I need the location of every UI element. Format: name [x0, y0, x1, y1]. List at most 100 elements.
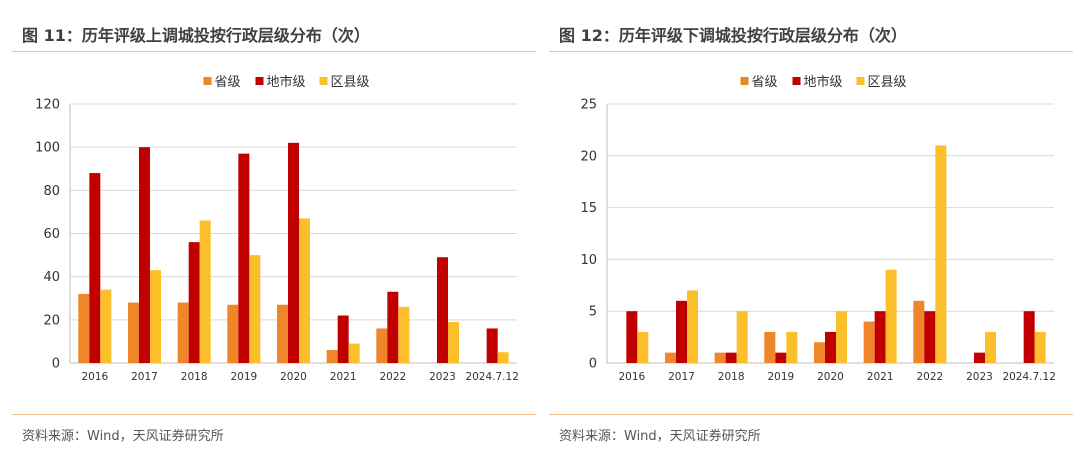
bar-district-2019 — [786, 331, 798, 363]
y-tick-label: 15 — [580, 201, 597, 216]
x-tick-label: 2024.7.12 — [1002, 371, 1055, 383]
y-tick-label: 20 — [43, 313, 60, 328]
legend-swatch — [203, 77, 212, 85]
x-tick-label: 2022 — [379, 371, 406, 383]
bar-city-2022 — [924, 311, 936, 363]
source-divider — [12, 414, 536, 415]
x-tick-label: 2017 — [668, 371, 695, 383]
bar-province-2017 — [665, 352, 676, 363]
title-divider — [549, 51, 1073, 52]
y-tick-label: 25 — [580, 98, 597, 113]
source-divider — [549, 414, 1073, 415]
x-tick-label: 2023 — [429, 371, 456, 383]
legend-label: 区县级 — [331, 75, 370, 90]
bar-district-2021 — [348, 343, 360, 363]
bar-district-2024.7.12 — [497, 352, 509, 363]
bar-province-2017 — [128, 302, 139, 363]
bar-district-2018 — [199, 220, 211, 363]
bar-district-2016 — [637, 331, 649, 363]
x-tick-label: 2016 — [81, 371, 108, 383]
bar-city-2017 — [676, 300, 687, 363]
y-tick-label: 0 — [52, 357, 60, 372]
bar-city-2016 — [89, 173, 101, 363]
bar-province-2019 — [227, 304, 239, 363]
bar-city-2022 — [387, 291, 399, 363]
y-tick-label: 60 — [43, 227, 60, 242]
bar-province-2018 — [714, 352, 726, 363]
bar-city-2019 — [775, 352, 787, 363]
bar-province-2021 — [863, 321, 875, 363]
bar-city-2017 — [139, 147, 150, 363]
legend-label: 区县级 — [868, 75, 907, 90]
bar-district-2020 — [836, 311, 847, 363]
downgrade-bar-chart: 0 5 10 15 20 25 2016 2017 2018 2019 2020 2021 2022 20… — [580, 74, 1055, 383]
bar-city-2021 — [337, 315, 349, 363]
figure-12-panel: 图 12：历年评级下调城投按行政层级分布（次） 0 5 10 15 20 25 2016 20… — [549, 0, 1073, 465]
legend-label: 地市级 — [267, 74, 306, 90]
bar-city-2018 — [725, 352, 737, 363]
y-tick-label: 0 — [589, 357, 597, 372]
legend-swatch — [255, 77, 264, 85]
bar-city-2020 — [288, 142, 299, 363]
bar-city-2023 — [974, 352, 985, 363]
figure-title: 图 12：历年评级下调城投按行政层级分布（次） — [559, 26, 907, 45]
bar-province-2016 — [78, 293, 90, 363]
bar-city-2019 — [238, 153, 250, 363]
bar-city-2024.7.12 — [1023, 311, 1035, 363]
legend-label: 省级 — [752, 75, 778, 90]
x-tick-label: 2021 — [867, 371, 894, 383]
bar-province-2018 — [177, 302, 189, 363]
legend-swatch — [792, 77, 801, 85]
bar-city-2023 — [437, 257, 448, 363]
legend-swatch — [856, 77, 865, 85]
figure-title: 图 11：历年评级上调城投按行政层级分布（次） — [22, 26, 370, 45]
y-tick-label: 120 — [35, 98, 60, 113]
bar-city-2018 — [188, 242, 200, 363]
bar-district-2022 — [398, 306, 410, 363]
x-tick-label: 2018 — [181, 371, 208, 383]
x-tick-label: 2020 — [280, 371, 307, 383]
source-note: 资料来源：Wind，天风证券研究所 — [559, 429, 761, 444]
bar-district-2022 — [935, 145, 947, 363]
x-tick-label: 2018 — [718, 371, 745, 383]
y-tick-label: 10 — [580, 253, 597, 268]
bar-city-2021 — [874, 311, 886, 363]
bar-province-2022 — [376, 328, 388, 363]
x-tick-label: 2021 — [330, 371, 357, 383]
y-tick-label: 20 — [580, 149, 597, 164]
y-tick-label: 40 — [43, 270, 60, 285]
bar-district-2023 — [985, 331, 996, 363]
source-note: 资料来源：Wind，天风证券研究所 — [22, 429, 224, 444]
legend-swatch — [740, 77, 749, 85]
bar-province-2020 — [277, 304, 288, 363]
x-tick-label: 2016 — [618, 371, 645, 383]
legend-swatch — [319, 77, 328, 85]
bar-district-2017 — [687, 290, 698, 363]
x-tick-label: 2019 — [230, 371, 257, 383]
x-tick-label: 2024.7.12 — [465, 371, 518, 383]
x-tick-label: 2019 — [767, 371, 794, 383]
x-tick-label: 2020 — [817, 371, 844, 383]
bar-district-2024.7.12 — [1034, 331, 1046, 363]
title-divider — [12, 51, 536, 52]
bar-province-2020 — [814, 342, 825, 363]
bar-province-2021 — [326, 350, 338, 363]
x-tick-label: 2022 — [916, 371, 943, 383]
figure-11-panel: 图 11：历年评级上调城投按行政层级分布（次） 0 20 40 60 80 100 120 2… — [12, 0, 536, 465]
bar-district-2020 — [299, 218, 310, 363]
y-tick-label: 100 — [35, 141, 60, 156]
bar-district-2016 — [100, 289, 112, 363]
bar-city-2016 — [626, 311, 638, 363]
bar-district-2017 — [150, 270, 161, 363]
bar-district-2018 — [736, 311, 748, 363]
x-tick-label: 2017 — [131, 371, 158, 383]
legend-label: 地市级 — [804, 74, 843, 90]
bar-province-2022 — [913, 300, 925, 363]
bar-district-2023 — [448, 321, 459, 363]
y-tick-label: 5 — [589, 305, 597, 320]
bar-city-2024.7.12 — [486, 328, 498, 363]
y-tick-label: 80 — [43, 184, 60, 199]
bar-province-2019 — [764, 331, 776, 363]
legend-label: 省级 — [215, 75, 241, 90]
bar-district-2021 — [885, 269, 897, 363]
